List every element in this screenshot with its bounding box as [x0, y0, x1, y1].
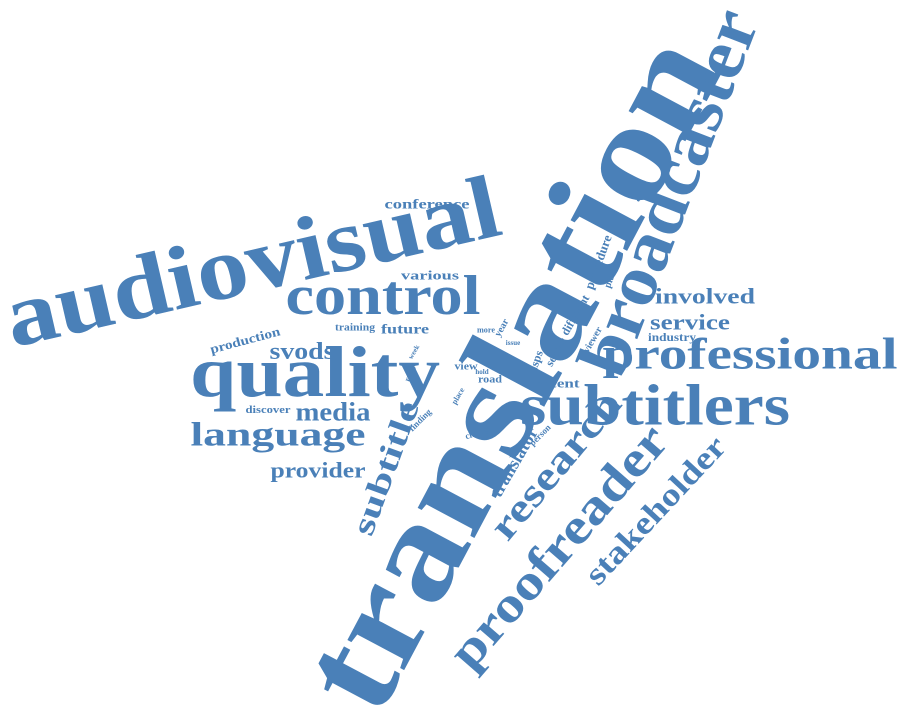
- word: road: [478, 375, 503, 386]
- word: media: [296, 398, 371, 427]
- word: svods: [270, 339, 335, 365]
- word: language: [191, 417, 366, 454]
- word: discover: [246, 404, 291, 416]
- word: control: [286, 265, 481, 327]
- word: lsps: [526, 348, 546, 371]
- word: service: [650, 310, 730, 335]
- word: hold: [475, 368, 488, 376]
- word: professional: [603, 330, 898, 379]
- word: future: [381, 323, 429, 338]
- word: more: [477, 326, 495, 335]
- word: quality: [190, 332, 440, 412]
- word: various: [401, 268, 459, 283]
- word: training: [335, 323, 375, 334]
- word: view: [455, 362, 479, 373]
- word: conference: [385, 198, 470, 213]
- word: recent: [535, 376, 581, 391]
- word: involved: [655, 284, 755, 309]
- word: provider: [271, 458, 366, 483]
- word: issue: [506, 339, 520, 347]
- word: industry: [648, 330, 696, 344]
- word: subtitlers: [520, 373, 790, 438]
